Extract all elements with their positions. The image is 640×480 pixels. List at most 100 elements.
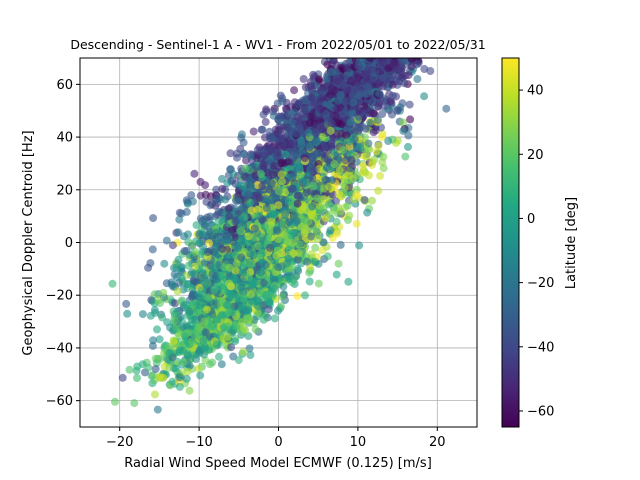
scatter-point	[345, 171, 354, 180]
scatter-point	[187, 337, 196, 346]
scatter-point	[390, 18, 398, 26]
scatter-point	[249, 127, 258, 136]
scatter-point	[293, 292, 302, 301]
scatter-point	[185, 307, 194, 316]
scatter-point	[175, 215, 184, 224]
scatter-point	[331, 197, 340, 206]
scatter-point	[182, 301, 191, 309]
scatter-point	[177, 274, 186, 283]
scatter-point	[353, 171, 362, 180]
scatter-point	[384, 25, 392, 33]
scatter-point	[191, 355, 200, 363]
scatter-point	[382, 17, 390, 25]
scatter-point	[356, 143, 365, 152]
scatter-point	[413, 25, 421, 33]
scatter-point	[428, 17, 436, 25]
scatter-point	[246, 351, 255, 359]
scatter-point	[380, 94, 388, 103]
scatter-point	[459, 8, 467, 16]
scatter-point	[427, 0, 435, 2]
scatter-point	[420, 65, 429, 73]
scatter-point	[218, 184, 227, 193]
scatter-point	[150, 290, 159, 299]
scatter-point	[396, 21, 404, 29]
scatter-point	[376, 171, 385, 180]
scatter-point	[177, 209, 186, 218]
scatter-point	[191, 315, 200, 324]
scatter-point	[239, 347, 248, 356]
scatter-point	[245, 344, 254, 353]
scatter-point	[187, 191, 196, 200]
scatter-point	[421, 20, 429, 28]
scatter-point	[205, 228, 214, 236]
scatter-point	[346, 118, 355, 127]
scatter-point	[286, 159, 295, 168]
scatter-point	[290, 86, 299, 95]
scatter-point	[319, 204, 328, 213]
scatter-point	[165, 342, 174, 351]
scatter-point	[406, 115, 415, 124]
scatter-point	[313, 234, 322, 243]
scatter-point	[380, 7, 388, 15]
scatter-point	[149, 336, 158, 345]
scatter-point	[185, 386, 194, 395]
scatter-point	[247, 182, 256, 191]
scatter-point	[430, 8, 438, 16]
scatter-point	[297, 206, 306, 215]
scatter-point	[251, 325, 260, 334]
scatter-point	[123, 309, 132, 318]
scatter-point	[203, 213, 212, 222]
scatter-point	[400, 79, 409, 88]
scatter-point	[277, 158, 286, 167]
scatter-point	[354, 112, 363, 121]
scatter-point	[294, 100, 303, 109]
scatter-point	[239, 150, 248, 159]
scatter-point	[332, 270, 341, 279]
scatter-point	[180, 247, 189, 256]
scatter-point	[299, 75, 308, 83]
scatter-point	[404, 142, 412, 151]
scatter-point	[231, 266, 240, 275]
scatter-point	[201, 190, 210, 199]
scatter-point	[360, 133, 369, 142]
scatter-point	[168, 241, 177, 250]
scatter-point	[420, 6, 428, 14]
scatter-point	[421, 25, 429, 33]
scatter-point	[130, 399, 139, 408]
scatter-point	[212, 185, 221, 194]
scatter-point	[363, 208, 372, 217]
scatter-point	[410, 11, 418, 19]
scatter-point	[162, 236, 171, 245]
scatter-point	[392, 28, 400, 36]
scatter-point	[314, 279, 323, 288]
scatter-point	[329, 58, 338, 65]
scatter-point	[390, 24, 398, 32]
scatter-point	[261, 118, 270, 126]
scatter-point	[427, 20, 435, 28]
scatter-point	[138, 310, 147, 319]
scatter-point	[269, 107, 278, 116]
scatter-point	[274, 306, 282, 315]
scatter-point	[389, 29, 397, 37]
scatter-point	[402, 19, 410, 27]
scatter-point	[401, 152, 410, 161]
scatter-point	[293, 265, 302, 273]
scatter-point	[168, 377, 177, 386]
scatter-point	[217, 296, 226, 305]
scatter-point	[155, 373, 164, 382]
scatter-point	[259, 185, 268, 194]
scatter-point	[311, 243, 320, 252]
scatter-point	[355, 241, 364, 250]
scatter-point	[424, 17, 432, 25]
scatter-point	[172, 263, 181, 272]
scatter-point	[348, 25, 356, 33]
scatter-point	[108, 279, 117, 288]
scatter-point	[454, 8, 462, 16]
scatter-point	[188, 197, 197, 206]
scatter-point	[208, 358, 217, 367]
scatter-point	[144, 363, 153, 372]
scatter-point	[138, 360, 147, 369]
scatter-point	[428, 19, 436, 27]
scatter-point	[413, 19, 421, 27]
scatter-point	[237, 130, 246, 139]
